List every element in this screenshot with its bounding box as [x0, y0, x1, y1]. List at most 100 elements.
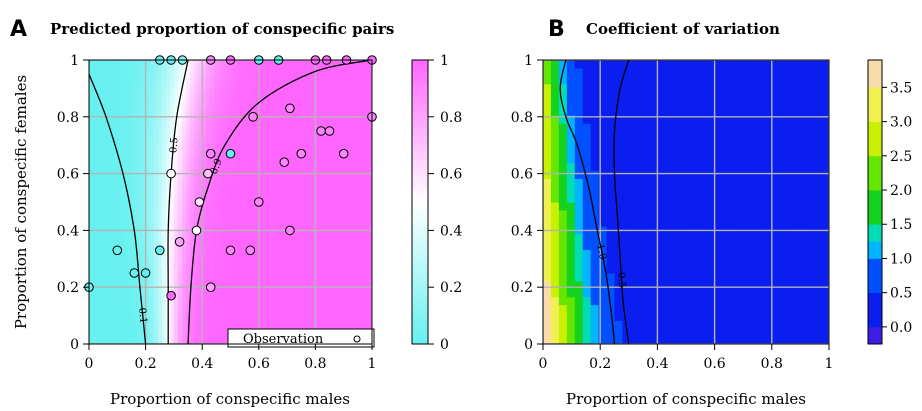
heatmap-cell	[109, 202, 114, 207]
heatmap-cell	[254, 141, 260, 146]
heatmap-cell	[234, 177, 240, 183]
heatmap-cell	[149, 250, 155, 256]
heatmap-cell	[141, 206, 147, 211]
heatmap-cell	[97, 210, 102, 215]
heatmap-cell	[222, 230, 228, 236]
heatmap-cell	[113, 104, 118, 110]
heatmap-cell	[230, 197, 236, 203]
heatmap-cell	[121, 283, 126, 288]
heatmap-cell	[238, 96, 244, 102]
heatmap-cell	[339, 72, 345, 77]
heatmap-cell	[141, 104, 147, 110]
heatmap-cell	[121, 76, 126, 81]
heatmap-cell	[234, 193, 240, 199]
heatmap-cell	[222, 145, 228, 150]
heatmap-cell	[270, 279, 276, 284]
heatmap-cell	[198, 124, 203, 130]
heatmap-cell	[274, 193, 280, 199]
heatmap-cell	[117, 64, 122, 69]
heatmap-cell	[234, 323, 240, 329]
heatmap-cell	[218, 303, 224, 309]
heatmap-cell	[355, 222, 361, 227]
heatmap-cell	[214, 275, 219, 280]
heatmap-cell	[242, 173, 248, 179]
heatmap-cell	[367, 173, 372, 179]
heatmap-cell	[234, 242, 240, 248]
heatmap-cell	[89, 177, 94, 183]
heatmap-cell	[315, 84, 321, 89]
heatmap-cell	[177, 161, 183, 167]
heatmap-cell	[129, 64, 135, 69]
heatmap-cell	[109, 64, 114, 69]
heatmap-cell	[335, 108, 341, 114]
heatmap-cell	[238, 291, 244, 296]
heatmap-cell	[359, 230, 365, 236]
heatmap-cell	[202, 210, 207, 215]
heatmap-cell	[125, 120, 131, 126]
heatmap-cell	[359, 133, 365, 138]
heatmap-cell	[89, 120, 94, 126]
heatmap-cell	[258, 112, 264, 118]
heatmap-cell	[283, 72, 288, 77]
heatmap-cell	[254, 72, 260, 77]
heatmap-cell	[246, 275, 252, 280]
heatmap-cell	[121, 250, 126, 256]
heatmap-cell	[238, 173, 244, 179]
heatmap-cell	[181, 295, 187, 300]
heatmap-cell	[279, 64, 284, 69]
heatmap-cell	[145, 88, 151, 94]
heatmap-cell	[202, 141, 207, 146]
heatmap-cell	[359, 270, 365, 276]
heatmap-cell	[190, 222, 195, 227]
heatmap-cell	[149, 133, 155, 138]
heatmap-cell	[323, 64, 329, 69]
heatmap-cell	[238, 222, 244, 227]
heatmap-cell	[149, 193, 155, 199]
heatmap-cell	[194, 100, 199, 106]
heatmap-cell	[198, 141, 203, 146]
heatmap-cell	[339, 124, 345, 130]
heatmap-cell	[177, 181, 183, 187]
heatmap-cell	[186, 226, 191, 231]
heatmap-cell	[117, 181, 122, 187]
heatmap-cell	[161, 96, 167, 102]
heatmap-cell	[359, 202, 365, 207]
observation-point	[194, 197, 205, 207]
heatmap-cell	[198, 279, 203, 284]
heatmap-cell	[287, 100, 292, 106]
heatmap-cell	[295, 92, 300, 98]
heatmap-cell	[133, 206, 139, 211]
heatmap-cell	[218, 72, 224, 77]
heatmap-cell	[315, 100, 321, 106]
heatmap-cell	[202, 238, 207, 244]
heatmap-cell	[331, 88, 337, 94]
heatmap-cell	[129, 161, 135, 167]
heatmap-cell	[258, 68, 264, 73]
heatmap-cell	[202, 275, 207, 280]
heatmap-cell	[262, 161, 268, 167]
heatmap-cell	[339, 242, 345, 248]
heatmap-cell	[315, 283, 321, 288]
heatmap-cell	[295, 161, 300, 167]
heatmap-cell	[173, 100, 179, 106]
heatmap-cell	[295, 88, 300, 94]
heatmap-cell	[238, 254, 244, 260]
heatmap-cell	[222, 76, 228, 81]
heatmap-cell	[287, 149, 292, 154]
heatmap-cell	[169, 323, 175, 329]
heatmap-cell	[161, 307, 167, 313]
heatmap-cell	[351, 137, 357, 142]
heatmap-cell	[319, 254, 325, 260]
heatmap-cell	[335, 270, 341, 276]
heatmap-cell	[230, 137, 236, 142]
heatmap-cell	[303, 161, 308, 167]
heatmap-cell	[291, 303, 296, 309]
heatmap-cell	[210, 331, 215, 337]
heatmap-cell	[250, 161, 256, 167]
heatmap-cell	[250, 141, 256, 146]
heatmap-cell	[125, 291, 131, 296]
heatmap-cell	[125, 116, 131, 122]
heatmap-cell	[226, 307, 232, 313]
heatmap-cell	[287, 311, 292, 317]
heatmap-cell	[137, 202, 143, 207]
